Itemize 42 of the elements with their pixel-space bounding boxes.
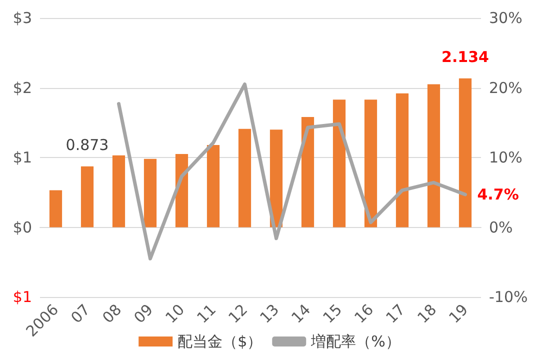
x-tick-label: 13 — [256, 300, 283, 327]
bar — [144, 158, 157, 228]
y2-tick-label: -10% — [489, 288, 528, 306]
bar — [49, 190, 62, 228]
bar — [238, 128, 252, 228]
x-tick-label: 07 — [67, 300, 94, 327]
y-tick-label: $1 — [12, 288, 32, 306]
bar — [80, 166, 94, 228]
x-tick-label: 12 — [224, 300, 252, 327]
y-tick-label: $0 — [12, 218, 32, 236]
data-label: 4.7% — [477, 185, 519, 204]
y2-tick-label: 30% — [489, 9, 522, 27]
y-tick-label: $1 — [12, 148, 32, 166]
line-series — [117, 82, 467, 260]
y-tick-label: $2 — [12, 78, 32, 97]
bar — [112, 155, 126, 228]
bar — [396, 93, 409, 228]
x-tick-label: 16 — [350, 300, 378, 327]
bar — [301, 117, 314, 228]
y2-tick-label: 20% — [489, 78, 522, 97]
bar — [332, 100, 346, 228]
legend-label: 増配率（%） — [310, 332, 400, 350]
bar — [364, 100, 378, 228]
x-tick-label: 10 — [162, 300, 188, 327]
x-tick-label: 09 — [130, 300, 157, 327]
bar — [270, 130, 283, 228]
legend-label: 配当金（$） — [178, 332, 262, 350]
bar — [458, 78, 472, 228]
x-tick-label: 08 — [98, 300, 126, 327]
y2-tick-label: 10% — [489, 148, 522, 166]
x-tick-label: 17 — [382, 300, 409, 327]
data-label: 0.873 — [66, 136, 109, 154]
y-tick-label: $3 — [12, 9, 32, 27]
x-tick-label: 19 — [445, 300, 472, 327]
data-label: 2.134 — [442, 48, 489, 66]
bar — [427, 84, 440, 228]
x-tick-label: 11 — [193, 300, 220, 327]
y2-tick-label: 0% — [489, 218, 513, 236]
bar — [206, 144, 220, 228]
x-tick-label: 15 — [319, 300, 346, 327]
x-tick-label: 14 — [288, 300, 314, 327]
x-tick-label: 18 — [414, 300, 440, 327]
